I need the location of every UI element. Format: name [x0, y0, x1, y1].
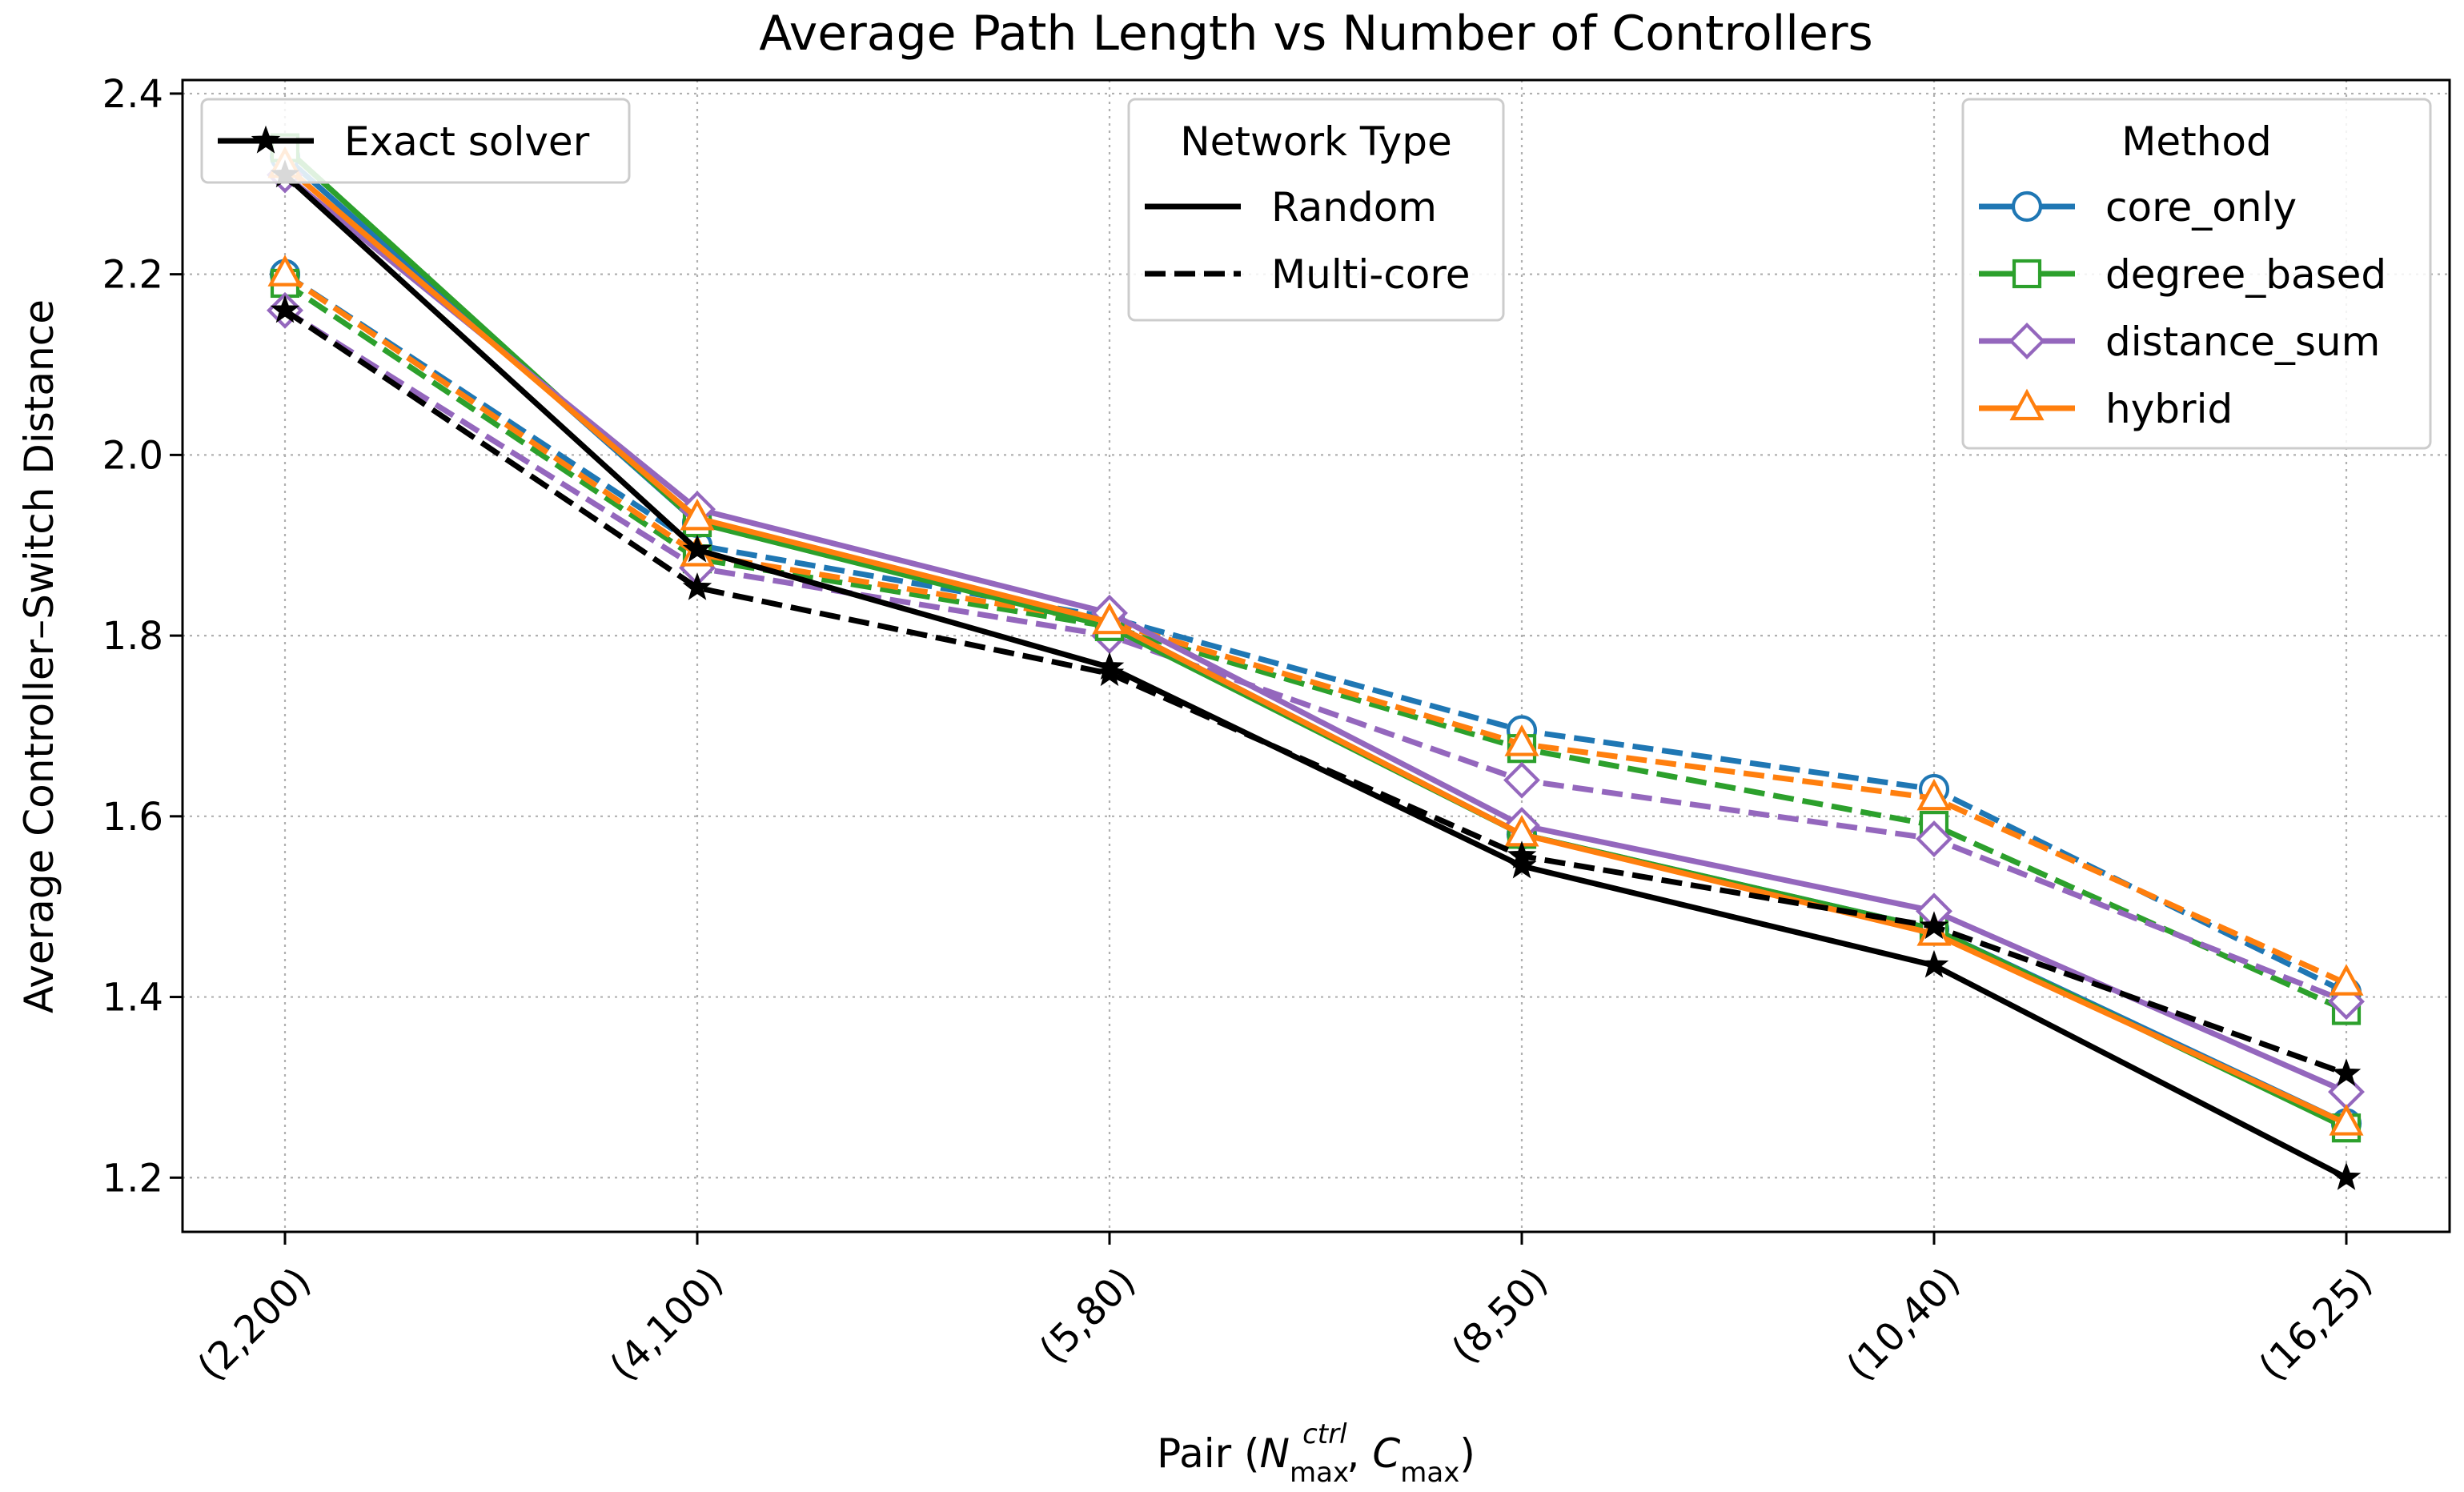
series-line [283, 172, 2348, 1095]
y-tick-label: 2.2 [102, 253, 163, 298]
legend-label: hybrid [2105, 386, 2233, 432]
series-line [283, 271, 2348, 986]
series-line [283, 271, 2348, 996]
y-axis-label: Average Controller–Switch Distance [16, 299, 62, 1013]
legend-title: Method [2121, 118, 2272, 165]
data-point [1916, 778, 1952, 811]
legend-title: Network Type [1180, 118, 1452, 165]
legend-label: distance_sum [2105, 319, 2380, 365]
x-tick-label: (2,200) [189, 1259, 319, 1390]
legend-label: Exact solver [344, 118, 590, 165]
data-point [1919, 911, 1949, 940]
star-icon [251, 125, 281, 154]
data-point [2328, 1073, 2365, 1111]
data-point [1916, 820, 1952, 858]
series-line [283, 307, 2348, 1005]
legend-label: degree_based [2105, 251, 2386, 298]
series-line [283, 280, 2348, 1013]
x-axis-label: Pair (Nmaxctrl, Cmax) [1157, 1418, 1475, 1489]
legend-frame [1127, 98, 1505, 322]
data-point [267, 255, 303, 287]
chart-title: Average Path Length vs Number of Control… [759, 6, 1873, 62]
data-point [1919, 949, 1949, 978]
series-line [283, 163, 2348, 1126]
data-point [2329, 1104, 2364, 1136]
data-point [2331, 1058, 2362, 1086]
series-line [283, 172, 2348, 1181]
data-point [1507, 850, 1537, 879]
legend-label: Random [1271, 184, 1437, 231]
data-point [1504, 724, 1539, 756]
x-tick-label: (8,50) [1443, 1259, 1557, 1373]
square-icon [2012, 259, 2042, 289]
plot-frame [181, 78, 2451, 1233]
data-point [2331, 1162, 2362, 1190]
legend-label: Multi-core [1271, 251, 1471, 298]
data-point [682, 534, 712, 563]
data-point [2329, 964, 2364, 996]
data-point [682, 572, 712, 600]
x-tick-label: (16,25) [2250, 1259, 2381, 1390]
circle-icon [2011, 191, 2043, 223]
y-tick-label: 2.4 [102, 72, 163, 117]
data-point [1092, 602, 1127, 635]
data-point [270, 295, 300, 323]
series-layer [267, 133, 2365, 1190]
y-tick-label: 1.8 [102, 614, 163, 659]
x-tick-label: (4,100) [601, 1259, 732, 1390]
legend-label: core_only [2105, 184, 2297, 231]
legend-frame [200, 98, 631, 184]
data-point [1503, 761, 1540, 799]
legend-frame [1961, 98, 2432, 450]
y-tick-label: 1.2 [102, 1156, 163, 1201]
x-tick-label: (10,40) [1838, 1259, 1968, 1390]
y-tick-label: 2.0 [102, 433, 163, 478]
data-point [680, 498, 715, 531]
legend-network-type: Network Type Random Multi-core [1127, 98, 1505, 322]
y-tick-label: 1.6 [102, 795, 163, 840]
series-exact-random [270, 159, 2362, 1190]
diamond-icon [2009, 323, 2045, 359]
legend-exact: Exact solver [200, 98, 631, 184]
y-tick-label: 1.4 [102, 976, 163, 1021]
legend-method: Method core_only degree_based distance_sumh… [1961, 98, 2432, 450]
triangle-icon [2009, 388, 2045, 421]
legends: Exact solver Network Type Random Multi-core… [200, 98, 2432, 450]
data-point [1094, 652, 1125, 680]
x-tick-label: (5,80) [1031, 1259, 1145, 1373]
